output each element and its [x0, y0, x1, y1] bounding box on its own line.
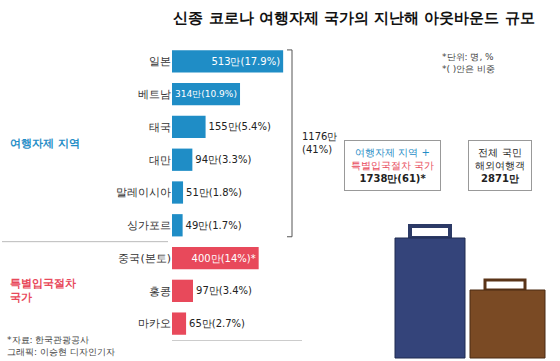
svg-text:400만(14%)*: 400만(14%)* — [192, 253, 256, 264]
svg-text:65만(2.7%): 65만(2.7%) — [189, 318, 245, 329]
svg-text:전체 국민해외여행객2871만: 전체 국민해외여행객2871만 — [475, 147, 525, 184]
svg-text:신종 코로나 여행자제 국가의 지난해 아웃바운드 규모: 신종 코로나 여행자제 국가의 지난해 아웃바운드 규모 — [173, 9, 534, 27]
svg-text:홍콩: 홍콩 — [149, 285, 171, 298]
svg-text:여행자제 지역: 여행자제 지역 — [10, 137, 80, 150]
svg-text:일본: 일본 — [149, 55, 171, 68]
svg-text:49만(1.7%): 49만(1.7%) — [186, 220, 242, 231]
svg-text:싱가포르: 싱가포르 — [127, 219, 171, 232]
svg-text:마카오: 마카오 — [138, 317, 171, 330]
svg-text:베트남: 베트남 — [138, 88, 171, 101]
svg-text:94만(3.3%): 94만(3.3%) — [195, 154, 251, 165]
svg-text:특별입국절차국가: 특별입국절차국가 — [10, 277, 76, 304]
svg-text:여행자제 지역 +특별입국절차 국가1738만(61)*: 여행자제 지역 +특별입국절차 국가1738만(61)* — [351, 147, 434, 184]
svg-text:155만(5.4%): 155만(5.4%) — [209, 121, 271, 132]
svg-text:97만(3.4%): 97만(3.4%) — [196, 285, 252, 296]
svg-text:314만(10.9%): 314만(10.9%) — [175, 89, 237, 99]
svg-text:태국: 태국 — [149, 121, 171, 134]
svg-text:*자료: 한국관광공사그래픽: 이승현 디자인기자: *자료: 한국관광공사그래픽: 이승현 디자인기자 — [7, 335, 115, 357]
svg-text:513만(17.9%): 513만(17.9%) — [211, 56, 280, 67]
svg-text:1176만(41%): 1176만(41%) — [302, 131, 337, 155]
svg-text:말레이시아: 말레이시아 — [116, 186, 171, 199]
svg-text:중국(본토): 중국(본토) — [118, 252, 171, 265]
svg-text:*단위: 명, %*( )안은 비중: *단위: 명, %*( )안은 비중 — [442, 52, 495, 74]
svg-text:대만: 대만 — [149, 154, 171, 167]
svg-text:51만(1.8%): 51만(1.8%) — [186, 187, 242, 198]
